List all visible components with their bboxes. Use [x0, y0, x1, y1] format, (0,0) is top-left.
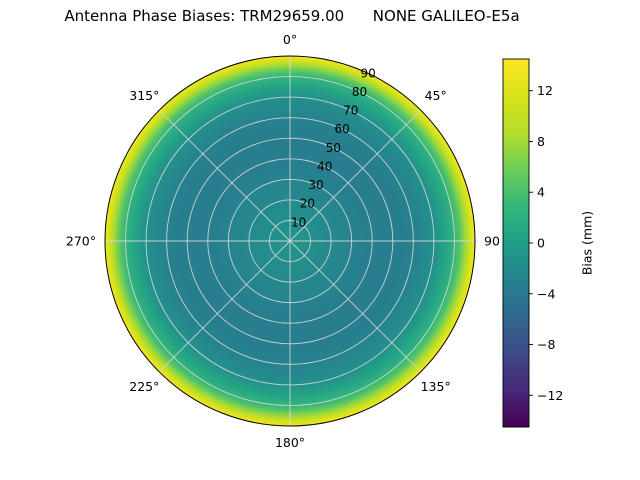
theta-tick-label: 225° [129, 379, 159, 394]
colorbar-tick-label: 8 [537, 134, 545, 149]
theta-tick-label: 45° [425, 88, 447, 103]
theta-tick-label: 270° [66, 234, 96, 249]
colorbar-tick-label: 0 [537, 236, 545, 251]
theta-gridline [158, 109, 291, 242]
colorbar-tick-label: −12 [537, 388, 563, 403]
colorbar-tick-label: 12 [537, 83, 553, 98]
r-tick-label: 20 [300, 197, 315, 211]
theta-tick-label: 180° [275, 435, 305, 450]
r-tick-label: 90 [361, 66, 376, 80]
theta-gridline [158, 240, 291, 373]
colorbar-tick-label: −8 [537, 337, 555, 352]
polar-spine [104, 55, 476, 427]
theta-gridline [289, 109, 422, 242]
r-tick-label: 60 [334, 122, 349, 136]
theta-tick-label: 0° [283, 32, 297, 47]
r-tick-label: 10 [291, 215, 306, 229]
colorbar-gradient [502, 58, 530, 428]
theta-tick-label: 315° [129, 88, 159, 103]
chart-title: Antenna Phase Biases: TRM29659.00 NONE G… [64, 7, 520, 25]
r-tick-label: 40 [317, 159, 332, 173]
theta-tick-label: 90 [484, 234, 500, 249]
r-tick-label: 80 [352, 85, 367, 99]
theta-tick-label: 135° [421, 379, 451, 394]
colorbar-tick-label: −4 [537, 286, 555, 301]
theta-gridline [289, 240, 422, 373]
colorbar-tick-label: 4 [537, 185, 545, 200]
r-tick-label: 30 [308, 178, 323, 192]
r-tick-label: 70 [343, 104, 358, 118]
r-tick-label: 50 [326, 141, 341, 155]
colorbar-axis-label: Bias (mm) [580, 211, 595, 275]
